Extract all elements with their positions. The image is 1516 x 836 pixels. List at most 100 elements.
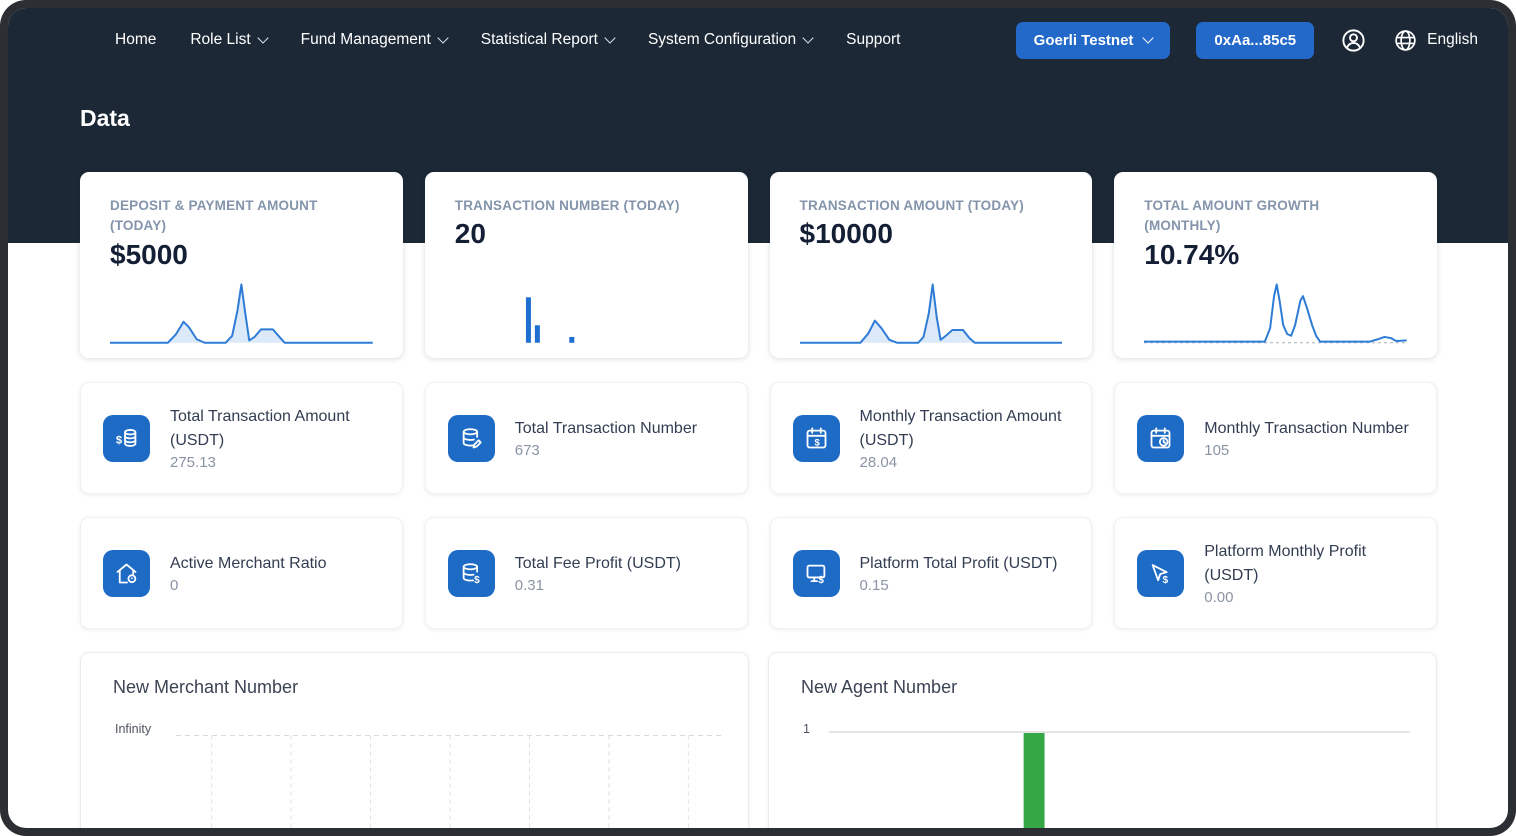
- card-platform-total-profit: $ Platform Total Profit (USDT) 0.15: [769, 517, 1093, 629]
- stat-value: 673: [514, 442, 540, 460]
- nav-item-system-configuration[interactable]: System Configuration: [647, 31, 814, 49]
- stat-value: 105: [1204, 442, 1230, 460]
- chevron-down-icon: [437, 32, 449, 44]
- nav-item-support[interactable]: Support: [846, 31, 900, 49]
- globe-icon: [1395, 29, 1416, 51]
- nav-item-label: Statistical Report: [480, 31, 598, 48]
- network-select-button[interactable]: Goerli Testnet: [1015, 21, 1171, 59]
- stat-value: 0.15: [859, 577, 889, 595]
- stat-value: 0.31: [514, 577, 544, 595]
- database-dollar-icon: $: [447, 549, 495, 597]
- chart-title: New Agent Number: [801, 677, 958, 697]
- nav-item-statistical-report[interactable]: Statistical Report: [480, 31, 616, 49]
- stat-value: 0: [170, 577, 179, 595]
- nav-item-fund-management[interactable]: Fund Management: [300, 31, 449, 49]
- stat-label: Active Merchant Ratio: [170, 554, 327, 572]
- card-text: Total Transaction Amount (USDT) 275.13: [170, 405, 380, 470]
- agent-chart-plot-area: [829, 731, 1410, 828]
- svg-text:$: $: [474, 574, 480, 585]
- stat-label: Total Transaction Amount (USDT): [170, 408, 350, 449]
- card-deposit-payment-amount: DEPOSIT & PAYMENT AMOUNT (TODAY) $5000: [80, 172, 403, 358]
- nav-item-label: Support: [846, 31, 901, 48]
- stat-label: Total Fee Profit (USDT): [514, 554, 682, 572]
- calendar-clock-icon: [1137, 414, 1185, 462]
- svg-text:$: $: [818, 575, 824, 586]
- card-text: Monthly Transaction Amount (USDT) 28.04: [860, 405, 1070, 470]
- card-active-merchant-ratio: Active Merchant Ratio 0: [80, 517, 403, 629]
- sparkline-line-chart: [1144, 282, 1407, 344]
- grid-lines: [176, 730, 724, 828]
- new-merchant-number-chart-card: New Merchant Number Infinity: [80, 652, 749, 828]
- stat-cards-row-1: $ Total Transaction Amount (USDT) 275.13: [80, 382, 1437, 494]
- new-agent-number-chart-card: New Agent Number 1: [768, 652, 1437, 828]
- app-screen: Home Role List Fund Management Statistic…: [8, 8, 1508, 828]
- card-total-fee-profit: $ Total Fee Profit (USDT) 0.31: [424, 517, 748, 629]
- stat-label: Platform Total Profit (USDT): [859, 554, 1058, 572]
- card-title: TOTAL AMOUNT GROWTH (MONTHLY): [1144, 198, 1320, 234]
- stat-label: Platform Monthly Profit (USDT): [1204, 543, 1367, 584]
- stat-cards-row-2: Active Merchant Ratio 0 $ Total Fee Prof…: [80, 517, 1437, 629]
- merchant-chart-plot-area: [176, 730, 724, 828]
- sparkline-area-chart: [799, 282, 1063, 344]
- page-title: Data: [80, 105, 130, 131]
- chevron-down-icon: [257, 32, 269, 44]
- cursor-dollar-icon: $: [1137, 549, 1185, 597]
- language-switcher[interactable]: English: [1393, 28, 1478, 53]
- card-title: DEPOSIT & PAYMENT AMOUNT (TODAY): [110, 198, 318, 234]
- card-value: 10.74%: [1144, 238, 1240, 270]
- stat-value: 28.04: [859, 453, 898, 471]
- nav-item-label: Home: [115, 31, 157, 48]
- wallet-address-label: 0xAa...85c5: [1214, 31, 1297, 49]
- card-total-transaction-amount: $ Total Transaction Amount (USDT) 275.13: [80, 382, 403, 494]
- card-monthly-transaction-number: Monthly Transaction Number 105: [1114, 382, 1437, 494]
- y-axis-tick-label: Infinity: [115, 722, 152, 736]
- svg-text:$: $: [1163, 575, 1169, 586]
- nav-item-home[interactable]: Home: [115, 31, 156, 49]
- top-navbar: Home Role List Fund Management Statistic…: [8, 8, 1508, 72]
- nav-links: Home Role List Fund Management Statistic…: [115, 31, 900, 49]
- language-label: English: [1427, 31, 1478, 48]
- card-transaction-number-today: TRANSACTION NUMBER (TODAY) 20: [424, 172, 748, 358]
- nav-right-group: Goerli Testnet 0xAa...85c5 English: [1015, 21, 1478, 59]
- stat-label: Monthly Transaction Amount (USDT): [859, 408, 1062, 449]
- card-text: Monthly Transaction Number 105: [1204, 417, 1409, 459]
- nav-item-label: System Configuration: [647, 31, 797, 48]
- svg-text:$: $: [814, 437, 820, 448]
- card-title: TRANSACTION AMOUNT (TODAY): [799, 198, 1024, 213]
- card-value: $5000: [110, 238, 188, 270]
- sparkline-area-chart: [110, 282, 373, 344]
- stat-value: 275.13: [170, 453, 216, 471]
- network-label: Goerli Testnet: [1033, 31, 1134, 49]
- nav-item-label: Fund Management: [300, 31, 431, 48]
- stat-label: Total Transaction Number: [514, 419, 698, 437]
- card-text: Active Merchant Ratio 0: [170, 552, 327, 594]
- store-location-icon: [103, 549, 150, 597]
- chart-title: New Merchant Number: [113, 677, 299, 697]
- card-text: Platform Monthly Profit (USDT) 0.00: [1204, 540, 1414, 605]
- chevron-down-icon: [802, 32, 814, 44]
- card-title: TRANSACTION NUMBER (TODAY): [454, 198, 680, 213]
- card-total-transaction-number: Total Transaction Number 673: [424, 382, 748, 494]
- card-text: Total Fee Profit (USDT) 0.31: [515, 552, 681, 594]
- card-transaction-amount-today: TRANSACTION AMOUNT (TODAY) $10000: [769, 172, 1093, 358]
- user-avatar-icon[interactable]: [1340, 27, 1367, 54]
- card-total-amount-growth: TOTAL AMOUNT GROWTH (MONTHLY) 10.74%: [1114, 172, 1437, 358]
- card-text: Platform Total Profit (USDT) 0.15: [860, 552, 1058, 594]
- svg-text:$: $: [116, 434, 123, 446]
- nav-item-role-list[interactable]: Role List: [190, 31, 269, 49]
- agent-bar-chart: [829, 733, 1410, 828]
- card-platform-monthly-profit: $ Platform Monthly Profit (USDT) 0.00: [1114, 517, 1437, 629]
- top-cards-row: DEPOSIT & PAYMENT AMOUNT (TODAY) $5000 T…: [80, 172, 1437, 358]
- calendar-dollar-icon: $: [792, 414, 840, 462]
- wallet-address-button[interactable]: 0xAa...85c5: [1196, 21, 1315, 59]
- card-monthly-transaction-amount: $ Monthly Transaction Amount (USDT) 28.0…: [769, 382, 1093, 494]
- coins-dollar-icon: $: [103, 414, 150, 462]
- nav-item-label: Role List: [190, 31, 251, 48]
- stat-label: Monthly Transaction Number: [1204, 419, 1409, 437]
- monitor-dollar-icon: $: [792, 549, 840, 597]
- sparkline-bar-chart: [455, 282, 718, 344]
- chevron-down-icon: [1142, 32, 1155, 44]
- database-edit-icon: [447, 414, 495, 462]
- card-value: 20: [454, 218, 486, 250]
